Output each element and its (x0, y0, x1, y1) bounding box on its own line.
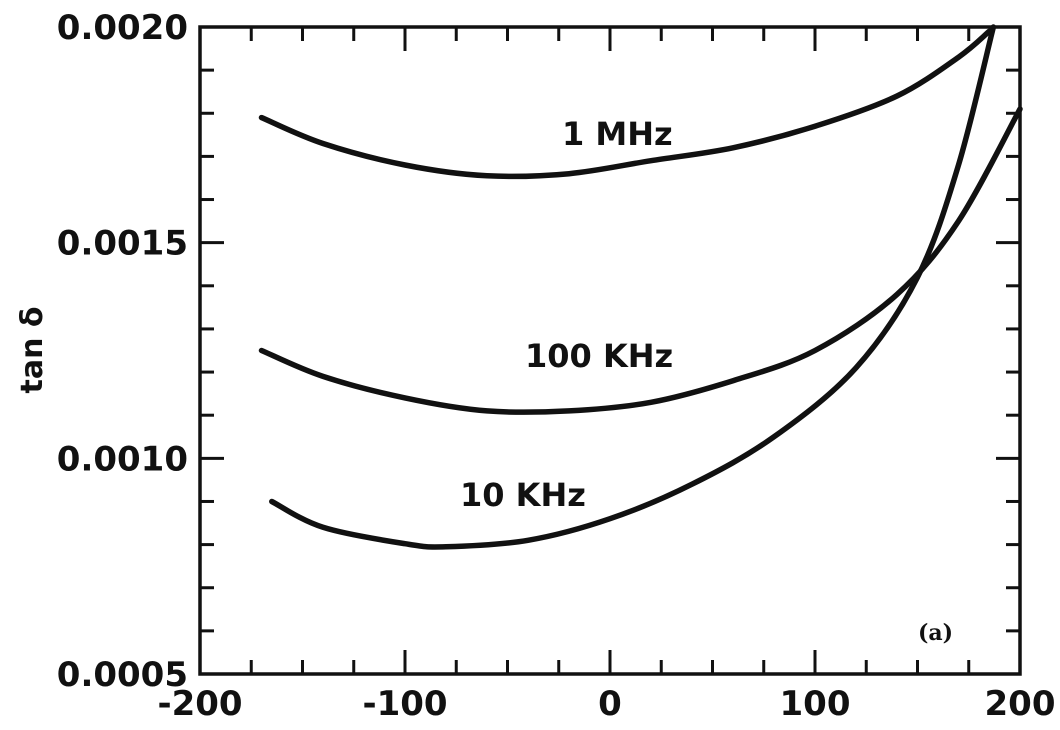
label-1mhz: 1 MHz (562, 115, 673, 153)
y-axis-label: tan δ (15, 307, 50, 394)
y-tick-label: 0.0005 (57, 655, 188, 695)
panel-label: (a) (918, 620, 953, 646)
x-tick-label: 200 (985, 684, 1056, 724)
label-10khz: 10 KHz (460, 476, 586, 514)
curves-layer (258, 24, 1023, 550)
y-tick-label: 0.0015 (57, 224, 188, 264)
plot-frame (198, 25, 1022, 676)
y-tick-label: 0.0010 (57, 439, 188, 479)
x-tick-label: -100 (362, 684, 447, 724)
ticks-layer (200, 27, 1020, 674)
series-line-0 (258, 28, 993, 180)
series-line-2 (269, 24, 997, 550)
y-tick-label: 0.0020 (57, 8, 188, 48)
tick-labels-layer: -200 -100 0 100 200 0.0005 0.0010 0.0015 0.0020 (57, 8, 1056, 724)
x-tick-label: 0 (598, 684, 622, 724)
label-100khz: 100 KHz (525, 337, 673, 375)
x-tick-label: 100 (780, 684, 851, 724)
series-line-1 (258, 106, 1023, 415)
x-tick-label: -200 (157, 684, 242, 724)
